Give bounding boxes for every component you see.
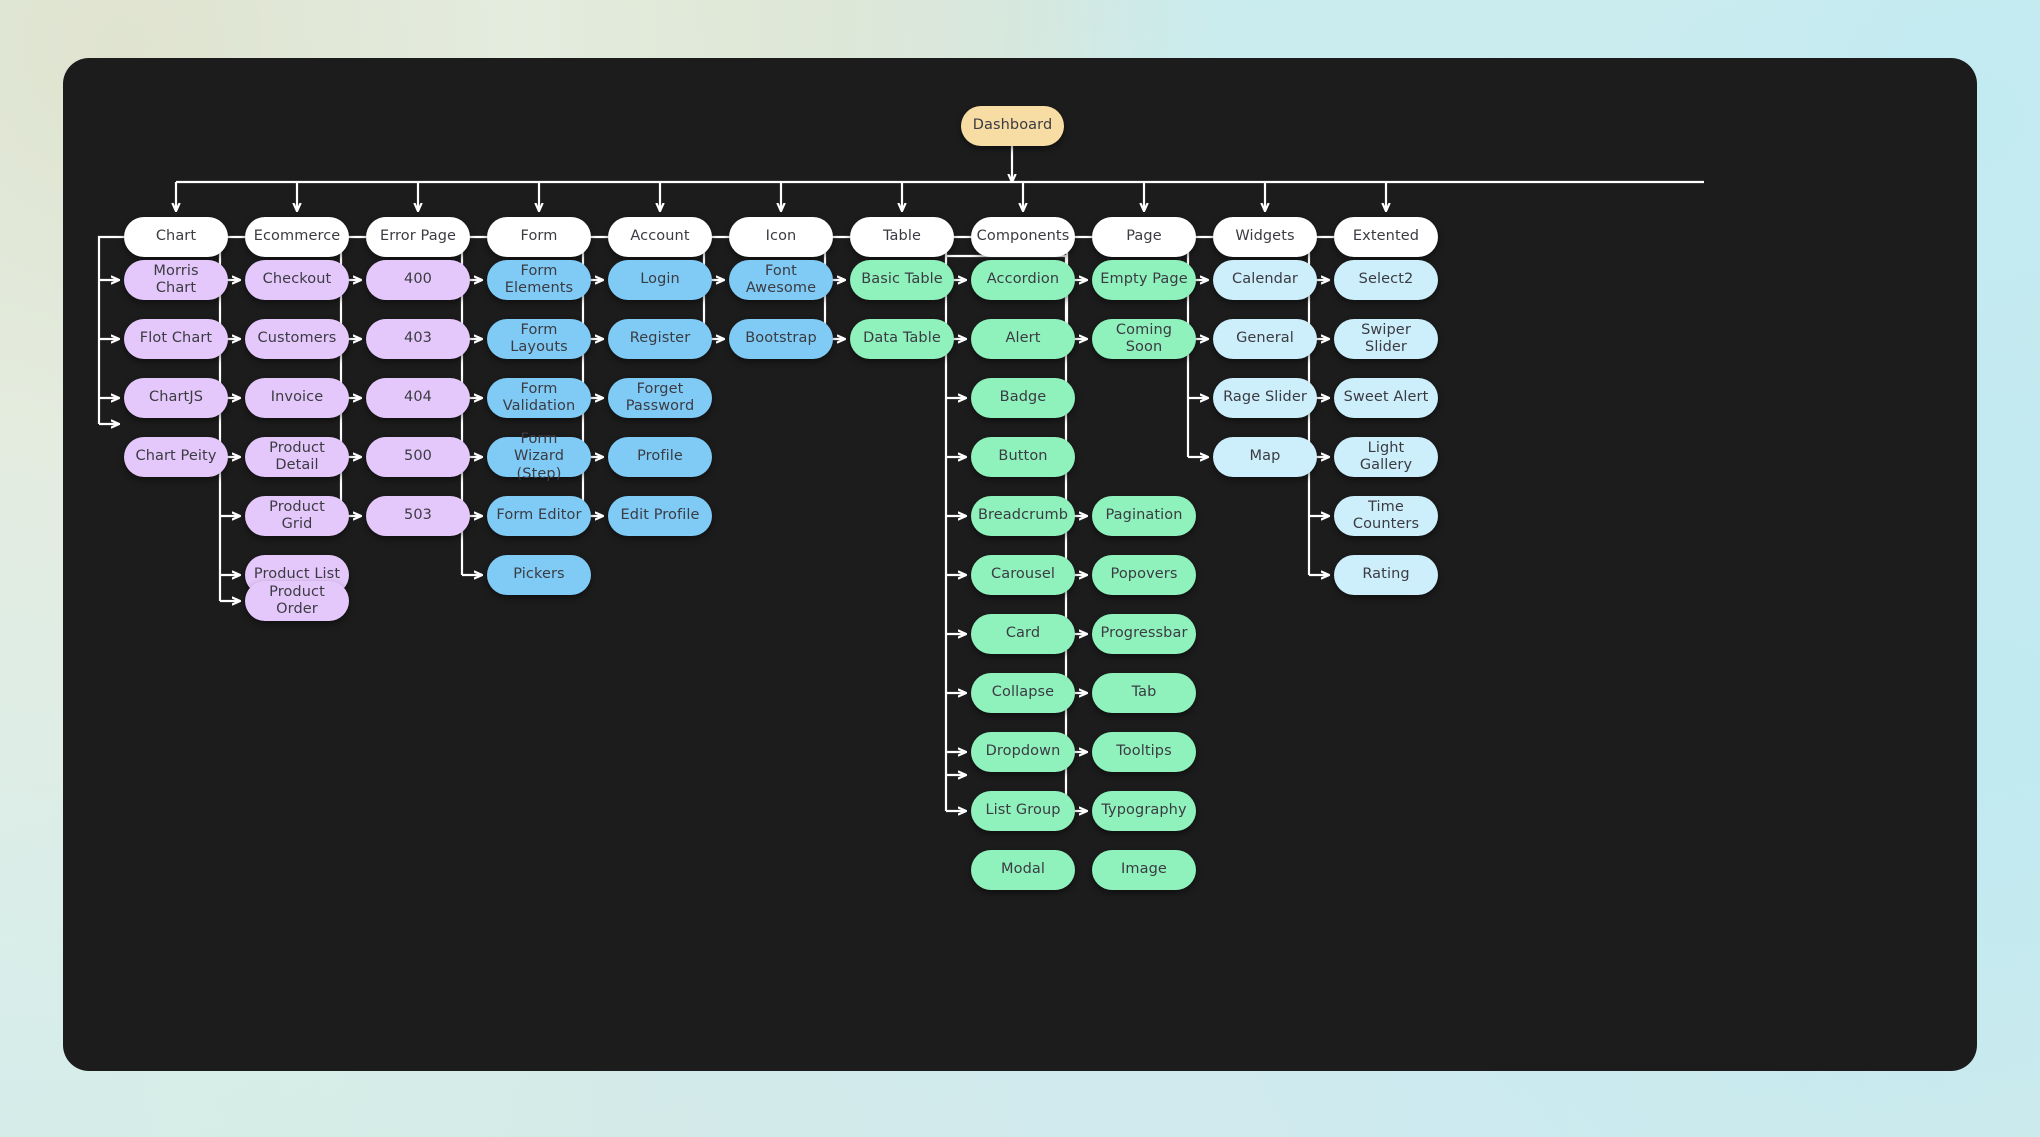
node-child-error-503[interactable]: 503 <box>366 496 470 536</box>
node-child-pickers[interactable]: Pickers <box>487 555 591 595</box>
node-child-swiper-slider[interactable]: Swiper Slider <box>1334 319 1438 359</box>
node-child-invoice[interactable]: Invoice <box>245 378 349 418</box>
node-child-checkout[interactable]: Checkout <box>245 260 349 300</box>
node-child-map[interactable]: Map <box>1213 437 1317 477</box>
node-child-customers[interactable]: Customers <box>245 319 349 359</box>
node-child-forget-password[interactable]: Forget Password <box>608 378 712 418</box>
node-parent-error-page[interactable]: Error Page <box>366 217 470 257</box>
node-child-general[interactable]: General <box>1213 319 1317 359</box>
node-child-carousel[interactable]: Carousel <box>971 555 1075 595</box>
node-child-basic-table[interactable]: Basic Table <box>850 260 954 300</box>
node-child-collapse[interactable]: Collapse <box>971 673 1075 713</box>
node-child-error-404[interactable]: 404 <box>366 378 470 418</box>
node-child-form-wizard-step[interactable]: Form Wizard (Step) <box>487 431 591 482</box>
node-child-pagination[interactable]: Pagination <box>1092 496 1196 536</box>
node-dashboard-root[interactable]: Dashboard <box>961 106 1064 146</box>
node-child-data-table[interactable]: Data Table <box>850 319 954 359</box>
node-parent-icon[interactable]: Icon <box>729 217 833 257</box>
node-child-error-500[interactable]: 500 <box>366 437 470 477</box>
node-child-flot-chart[interactable]: Flot Chart <box>124 319 228 359</box>
node-child-button[interactable]: Button <box>971 437 1075 477</box>
node-child-edit-profile[interactable]: Edit Profile <box>608 496 712 536</box>
node-child-font-awesome[interactable]: Font Awesome <box>729 260 833 300</box>
node-parent-account[interactable]: Account <box>608 217 712 257</box>
node-child-register[interactable]: Register <box>608 319 712 359</box>
node-child-image[interactable]: Image <box>1092 850 1196 890</box>
node-child-badge[interactable]: Badge <box>971 378 1075 418</box>
node-parent-extented[interactable]: Extented <box>1334 217 1438 257</box>
node-child-light-gallery[interactable]: Light Gallery <box>1334 437 1438 477</box>
node-child-dropdown[interactable]: Dropdown <box>971 732 1075 772</box>
node-parent-components[interactable]: Components <box>971 217 1075 257</box>
node-child-tab[interactable]: Tab <box>1092 673 1196 713</box>
node-child-time-counters[interactable]: Time Counters <box>1334 496 1438 536</box>
node-child-error-403[interactable]: 403 <box>366 319 470 359</box>
node-child-form-layouts[interactable]: Form Layouts <box>487 319 591 359</box>
node-child-form-validation[interactable]: Form Validation <box>487 378 591 418</box>
node-parent-table[interactable]: Table <box>850 217 954 257</box>
node-parent-chart[interactable]: Chart <box>124 217 228 257</box>
node-child-typography[interactable]: Typography <box>1092 791 1196 831</box>
node-child-product-grid[interactable]: Product Grid <box>245 496 349 536</box>
node-child-modal[interactable]: Modal <box>971 850 1075 890</box>
node-child-select2[interactable]: Select2 <box>1334 260 1438 300</box>
node-child-morris-chart[interactable]: Morris Chart <box>124 260 228 300</box>
diagram-canvas: Dashboard Chart Ecommerce Error Page For… <box>63 58 1977 1071</box>
node-parent-ecommerce[interactable]: Ecommerce <box>245 217 349 257</box>
node-child-login[interactable]: Login <box>608 260 712 300</box>
node-child-bootstrap[interactable]: Bootstrap <box>729 319 833 359</box>
node-child-breadcrumb[interactable]: Breadcrumb <box>971 496 1075 536</box>
node-child-tooltips[interactable]: Tooltips <box>1092 732 1196 772</box>
node-child-form-elements[interactable]: Form Elements <box>487 260 591 300</box>
node-child-form-editor[interactable]: Form Editor <box>487 496 591 536</box>
node-child-alert[interactable]: Alert <box>971 319 1075 359</box>
node-child-rating[interactable]: Rating <box>1334 555 1438 595</box>
node-child-product-detail[interactable]: Product Detail <box>245 437 349 477</box>
node-parent-page[interactable]: Page <box>1092 217 1196 257</box>
node-parent-widgets[interactable]: Widgets <box>1213 217 1317 257</box>
node-child-profile[interactable]: Profile <box>608 437 712 477</box>
node-child-rage-slider[interactable]: Rage Slider <box>1213 378 1317 418</box>
node-child-coming-soon[interactable]: Coming Soon <box>1092 319 1196 359</box>
node-child-error-400[interactable]: 400 <box>366 260 470 300</box>
node-child-progressbar[interactable]: Progressbar <box>1092 614 1196 654</box>
node-child-chartjs[interactable]: ChartJS <box>124 378 228 418</box>
node-child-accordion[interactable]: Accordion <box>971 260 1075 300</box>
node-child-sweet-alert[interactable]: Sweet Alert <box>1334 378 1438 418</box>
node-child-chart-peity[interactable]: Chart Peity <box>124 437 228 477</box>
node-parent-form[interactable]: Form <box>487 217 591 257</box>
node-child-calendar[interactable]: Calendar <box>1213 260 1317 300</box>
node-child-card[interactable]: Card <box>971 614 1075 654</box>
node-child-product-order[interactable]: Product Order <box>245 581 349 621</box>
node-child-popovers[interactable]: Popovers <box>1092 555 1196 595</box>
node-child-list-group[interactable]: List Group <box>971 791 1075 831</box>
node-child-empty-page[interactable]: Empty Page <box>1092 260 1196 300</box>
